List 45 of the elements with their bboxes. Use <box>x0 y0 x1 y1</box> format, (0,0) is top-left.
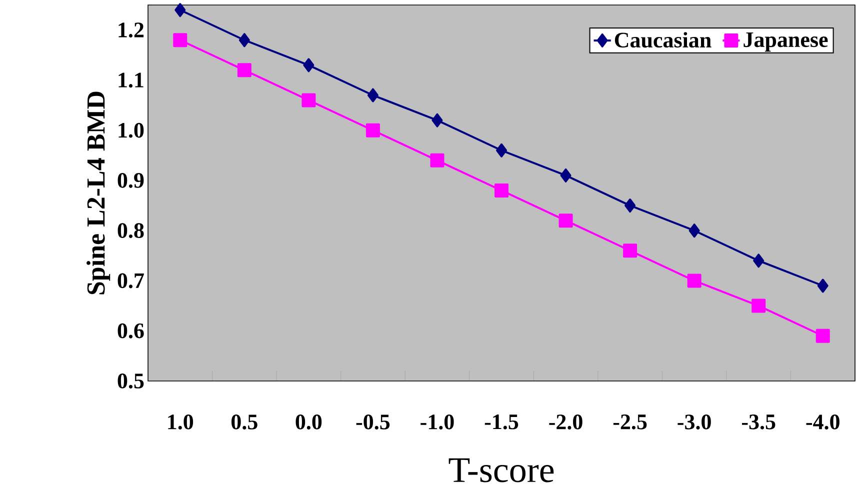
point <box>173 33 188 48</box>
point <box>303 58 314 72</box>
y-tick-label: 0.9 <box>118 172 144 188</box>
x-tick-label: -2.0 <box>549 414 582 430</box>
point <box>687 274 702 288</box>
point <box>367 88 378 102</box>
point <box>560 168 572 182</box>
y-tick-label: 1.1 <box>118 72 144 88</box>
point <box>237 63 252 78</box>
x-axis-title: T-score <box>448 458 554 482</box>
legend-label: Caucasian <box>614 32 712 48</box>
point <box>302 93 316 108</box>
y-axis-title: Spine L2-L4 BMD <box>86 92 110 294</box>
y-tick-label: 1.2 <box>118 22 144 38</box>
x-tick-label: 0.0 <box>296 414 322 430</box>
x-tick-label: -1.0 <box>420 414 454 430</box>
y-tick-label: 0.5 <box>118 374 144 388</box>
point <box>753 254 764 268</box>
point <box>624 198 636 213</box>
point <box>238 33 250 48</box>
x-tick-label: -3.0 <box>678 414 711 430</box>
point <box>817 278 828 293</box>
point <box>432 113 443 128</box>
x-tick-label: -1.5 <box>484 414 518 430</box>
y-tick-label: 1.0 <box>118 122 144 138</box>
x-tick-label: -0.5 <box>356 414 390 430</box>
x-tick-label: -2.5 <box>613 414 647 430</box>
y-tick-label: 0.7 <box>118 273 144 288</box>
point <box>688 224 700 238</box>
point <box>366 123 380 138</box>
point <box>496 143 508 158</box>
point <box>752 298 766 313</box>
y-tick-label: 0.8 <box>118 223 144 238</box>
point <box>816 328 830 343</box>
x-tick-label: 1.0 <box>168 414 194 430</box>
point <box>558 214 573 228</box>
point <box>494 183 509 198</box>
x-tick-label: -4.0 <box>806 414 840 430</box>
point <box>174 3 186 18</box>
y-tick-label: 0.6 <box>118 323 144 338</box>
legend-label: Japanese <box>744 32 828 52</box>
point <box>430 153 444 168</box>
x-tick-label: -3.5 <box>742 414 776 430</box>
point <box>623 244 638 258</box>
x-tick-label: 0.5 <box>231 414 258 430</box>
